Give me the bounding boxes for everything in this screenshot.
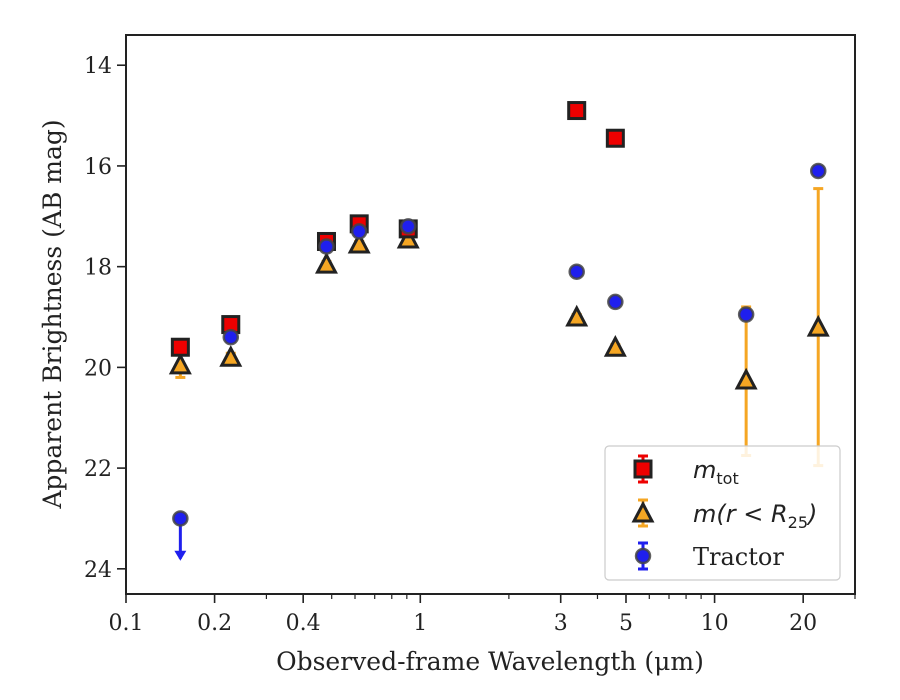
series-layer xyxy=(168,101,830,561)
data-point-circle xyxy=(737,306,755,323)
data-point-circle xyxy=(222,328,240,346)
x-tick-label: 0.1 xyxy=(109,611,144,636)
legend-label: Tractor xyxy=(693,543,784,571)
y-tick-label: 14 xyxy=(84,54,112,79)
data-point-square xyxy=(170,337,190,357)
legend-entry: Tractor xyxy=(634,541,784,571)
data-point-triangle xyxy=(806,314,830,337)
x-tick-label: 1 xyxy=(413,611,427,636)
data-point-square xyxy=(605,128,625,148)
data-point-triangle xyxy=(347,231,371,254)
legend-label: m(r < R25) xyxy=(693,500,817,532)
y-tick-label: 16 xyxy=(84,155,112,180)
data-point-circle xyxy=(568,263,585,280)
x-tick-label: 20 xyxy=(789,611,817,636)
data-point-circle xyxy=(350,223,368,240)
legend-marker-circle xyxy=(634,547,652,565)
ticks-layer: 0.1 0.2 0.4 1 3 5 10 20 14 16 18 20 22 24 xyxy=(84,54,856,636)
data-point-square xyxy=(567,101,587,121)
y-tick-label: 24 xyxy=(84,558,112,583)
x-tick-label: 3 xyxy=(554,611,568,636)
data-point-triangle xyxy=(603,335,627,357)
data-point-triangle xyxy=(314,251,338,274)
legend-entry: m(r < R25) xyxy=(631,498,817,532)
series-triangle xyxy=(168,187,830,468)
data-point-triangle xyxy=(168,352,192,375)
y-tick-label: 18 xyxy=(84,256,112,281)
legend-box xyxy=(604,445,841,581)
plot-frame xyxy=(125,34,856,595)
data-point-circle xyxy=(399,218,417,235)
data-point-circle xyxy=(172,510,189,527)
upper-limit-arrowhead xyxy=(174,550,187,561)
x-axis-label: Observed-frame Wavelength (μm) xyxy=(276,647,704,676)
data-point-triangle xyxy=(396,226,420,249)
legend-label: mtot xyxy=(693,456,739,488)
data-point-triangle xyxy=(219,345,243,367)
data-point-triangle xyxy=(565,304,589,327)
x-tick-label: 0.4 xyxy=(286,611,321,636)
data-point-circle xyxy=(809,162,827,180)
x-tick-label: 10 xyxy=(701,611,729,636)
y-tick-label: 20 xyxy=(84,356,112,381)
y-axis-label: Apparent Brightness (AB mag) xyxy=(38,119,67,509)
y-tick-label: 22 xyxy=(84,457,112,482)
data-point-triangle xyxy=(734,367,758,390)
legend-marker-square xyxy=(633,459,653,479)
x-tick-label: 5 xyxy=(619,611,633,636)
series-circle xyxy=(172,162,827,561)
legend-marker-triangle xyxy=(631,500,655,523)
legend: mtot m(r < R25) Tractor xyxy=(604,445,841,581)
x-tick-label: 0.2 xyxy=(197,611,232,636)
data-point-circle xyxy=(318,238,335,255)
data-point-circle xyxy=(607,293,624,311)
legend-entry: mtot xyxy=(633,454,739,488)
